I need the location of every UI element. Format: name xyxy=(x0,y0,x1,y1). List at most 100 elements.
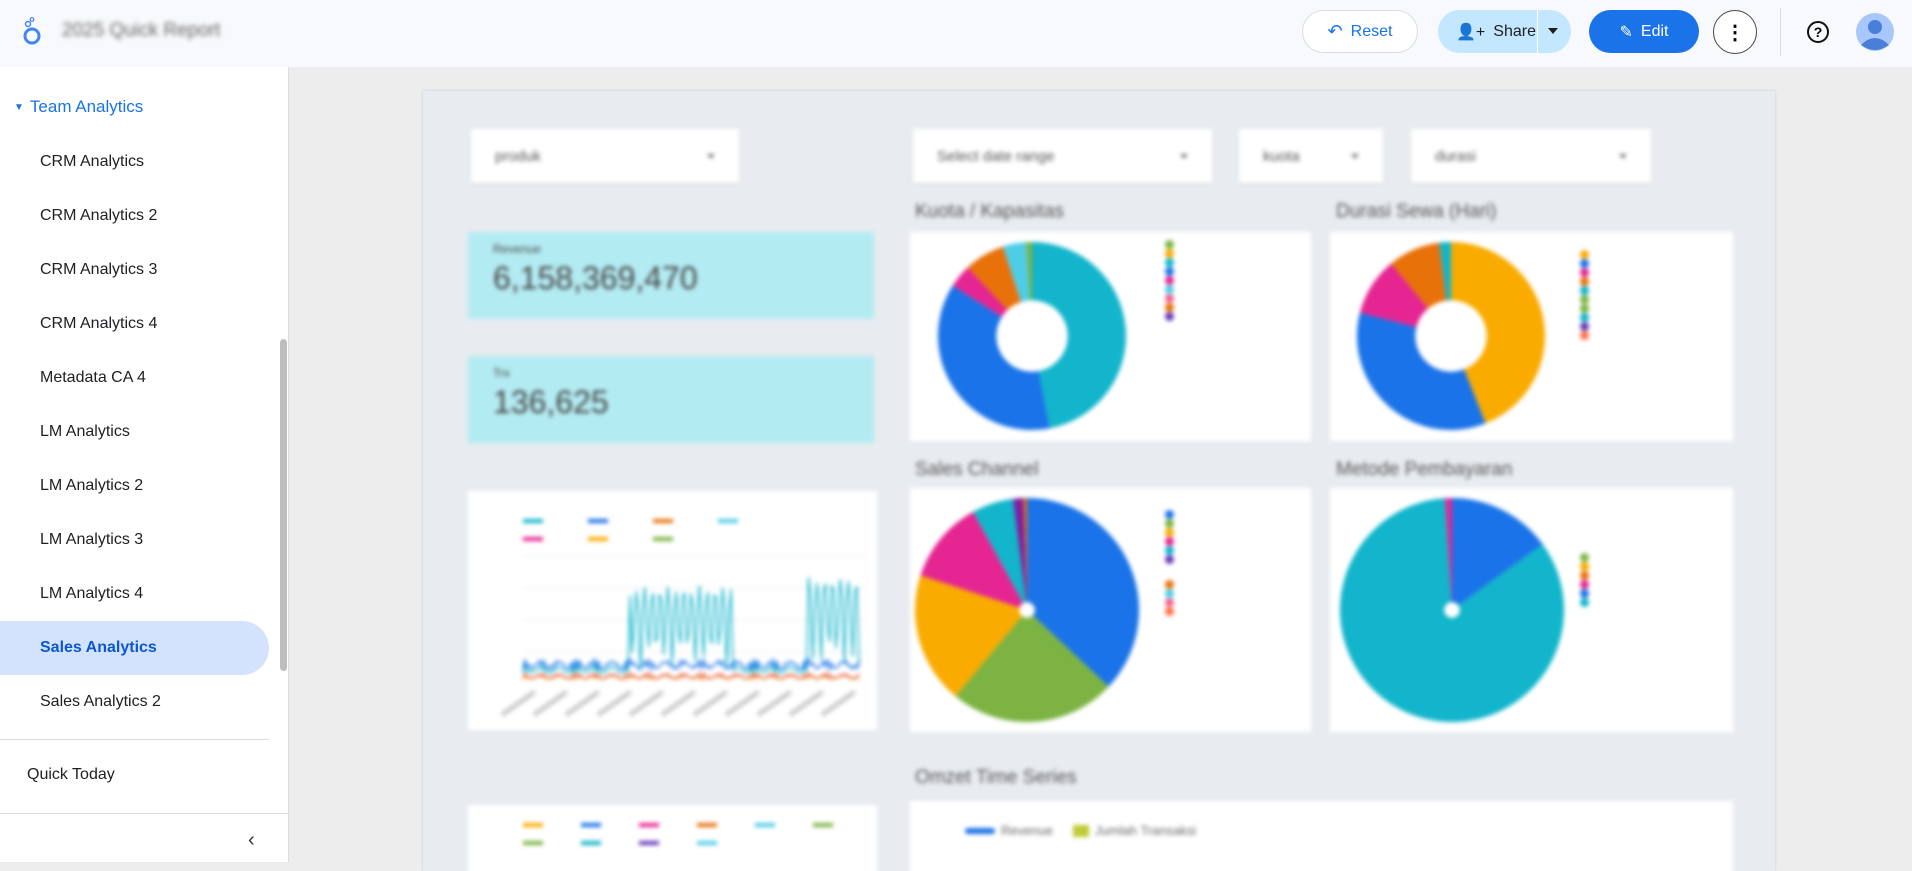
dropdown-arrow-icon xyxy=(1351,154,1359,163)
report-title[interactable]: 2025 Quick Report xyxy=(62,20,221,41)
kuota-pie-chart[interactable] xyxy=(910,232,1311,441)
top-bar: 2025 Quick Report ↶ Reset 👤+ Share ✎ Edit ⋮… xyxy=(0,0,1912,67)
item-label: Metadata CA 4 xyxy=(40,369,146,386)
dropdown-arrow-icon xyxy=(707,154,715,163)
pie-slice[interactable] xyxy=(1444,498,1452,610)
pie-hole xyxy=(1019,602,1035,618)
omzet-time-series-chart[interactable]: Revenue Jumlah Transaksi xyxy=(910,801,1733,871)
sidebar-item[interactable]: LM Analytics 2 xyxy=(0,459,269,513)
pie-slice[interactable] xyxy=(1451,242,1545,424)
item-label: CRM Analytics xyxy=(40,153,145,170)
pie-hole xyxy=(1415,300,1487,372)
scorecard-label: Revenue xyxy=(493,242,542,256)
item-label: LM Analytics 4 xyxy=(40,585,144,602)
divider xyxy=(0,813,289,814)
sidebar-nav: ▼ Team Analytics CRM Analytics CRM Analyti… xyxy=(0,67,289,862)
chart-series-line xyxy=(522,577,860,675)
filter-label: produk xyxy=(495,147,541,165)
legend-label: Jumlah Transaksi xyxy=(1095,823,1197,838)
share-label: Share xyxy=(1493,22,1536,40)
item-label: LM Analytics xyxy=(40,423,130,440)
sidebar-item[interactable]: Sales Analytics 2 xyxy=(0,675,269,729)
dropdown-arrow-icon xyxy=(1180,154,1188,163)
pie-slice[interactable] xyxy=(955,610,1109,722)
pie-slice[interactable] xyxy=(920,511,1027,610)
item-label: LM Analytics 2 xyxy=(40,477,144,494)
reset-label: Reset xyxy=(1350,22,1393,40)
reset-button[interactable]: ↶ Reset xyxy=(1302,10,1418,53)
sidebar-item[interactable]: CRM Analytics 4 xyxy=(0,297,269,351)
sales-channel-pie-chart[interactable] xyxy=(910,488,1311,732)
sidebar-scrollbar[interactable] xyxy=(280,339,287,671)
pie-slice[interactable] xyxy=(1012,498,1027,610)
add-person-icon: 👤+ xyxy=(1456,23,1486,41)
line-chart-by-durasi[interactable] xyxy=(468,805,877,871)
metode-pembayaran-pie-chart[interactable] xyxy=(1330,488,1733,732)
legend-label: Revenue xyxy=(1001,823,1054,838)
pie-slice[interactable] xyxy=(1023,498,1027,610)
x-tick-label xyxy=(756,689,793,717)
sidebar-item[interactable]: CRM Analytics 2 xyxy=(0,189,269,243)
revenue-scorecard: Revenue 6,158,369,470 xyxy=(468,232,874,319)
edit-label: Edit xyxy=(1640,22,1669,40)
pie-hole xyxy=(996,300,1068,372)
produk-filter[interactable]: produk xyxy=(471,129,739,183)
report-canvas: produk Select date range kuota durasi Re… xyxy=(423,91,1775,871)
durasi-pie-chart[interactable] xyxy=(1330,232,1733,441)
pencil-icon: ✎ xyxy=(1619,23,1633,41)
edit-button[interactable]: ✎ Edit xyxy=(1589,10,1699,53)
scorecard-value: 136,625 xyxy=(493,384,609,420)
account-avatar[interactable] xyxy=(1856,13,1894,51)
pie-slice[interactable] xyxy=(973,498,1027,610)
svg-text:?: ? xyxy=(1814,24,1823,40)
filter-label: kuota xyxy=(1263,147,1300,165)
chart-series-line xyxy=(522,656,860,672)
pie-slice[interactable] xyxy=(1357,312,1486,430)
sidebar-item[interactable]: Sales Analytics xyxy=(0,621,269,675)
looker-studio-logo-icon xyxy=(23,17,41,45)
chart-title: Kuota / Kapasitas xyxy=(915,201,1064,222)
pie-slice[interactable] xyxy=(1452,498,1543,610)
scorecard-label: Trx xyxy=(493,366,510,380)
sidebar-item[interactable]: LM Analytics 4 xyxy=(0,567,269,621)
item-label: LM Analytics 3 xyxy=(40,531,144,548)
collapse-sidebar-chevron-icon[interactable]: ‹ xyxy=(248,829,255,851)
kuota-filter[interactable]: kuota xyxy=(1239,129,1383,183)
item-label: Sales Analytics 2 xyxy=(40,693,161,710)
sidebar-group-team-analytics[interactable]: ▼ Team Analytics xyxy=(14,97,143,117)
chart-series-line xyxy=(522,672,860,681)
more-vert-icon: ⋮ xyxy=(1725,21,1745,44)
caret-down-icon: ▼ xyxy=(14,101,24,113)
x-tick-label xyxy=(564,689,601,717)
share-dropdown-caret-icon[interactable] xyxy=(1548,28,1558,39)
x-tick-label xyxy=(660,689,697,717)
chart-title: Durasi Sewa (Hari) xyxy=(1336,201,1497,222)
pie-slice[interactable] xyxy=(938,285,1050,430)
line-chart-by-kuota[interactable] xyxy=(468,491,877,730)
filter-label: durasi xyxy=(1435,147,1476,165)
chart-title: Metode Pembayaran xyxy=(1336,459,1513,480)
pie-slice[interactable] xyxy=(1027,498,1139,687)
chart-title: Omzet Time Series xyxy=(915,767,1077,788)
x-tick-label xyxy=(532,689,569,717)
pie-slice[interactable] xyxy=(915,575,1027,697)
help-icon[interactable]: ? xyxy=(1805,19,1831,45)
x-tick-label xyxy=(820,689,857,717)
sidebar-item[interactable]: LM Analytics xyxy=(0,405,269,459)
more-options-button[interactable]: ⋮ xyxy=(1713,10,1757,54)
x-tick-label xyxy=(724,689,761,717)
date-range-filter[interactable]: Select date range xyxy=(913,129,1212,183)
sidebar-item[interactable]: CRM Analytics xyxy=(0,135,269,189)
x-tick-label xyxy=(596,689,633,717)
divider xyxy=(1780,8,1781,56)
durasi-filter[interactable]: durasi xyxy=(1411,129,1651,183)
sidebar-item[interactable]: CRM Analytics 3 xyxy=(0,243,269,297)
sidebar-item[interactable]: LM Analytics 3 xyxy=(0,513,269,567)
sidebar-item-quick-today[interactable]: Quick Today xyxy=(0,748,269,802)
sidebar-item[interactable]: Metadata CA 4 xyxy=(0,351,269,405)
legend-item: Jumlah Transaksi xyxy=(1073,823,1196,838)
trx-scorecard: Trx 136,625 xyxy=(468,356,874,443)
legend-swatch xyxy=(965,827,995,834)
pie-slice[interactable] xyxy=(1032,242,1126,429)
share-button[interactable]: 👤+ Share xyxy=(1438,10,1571,53)
